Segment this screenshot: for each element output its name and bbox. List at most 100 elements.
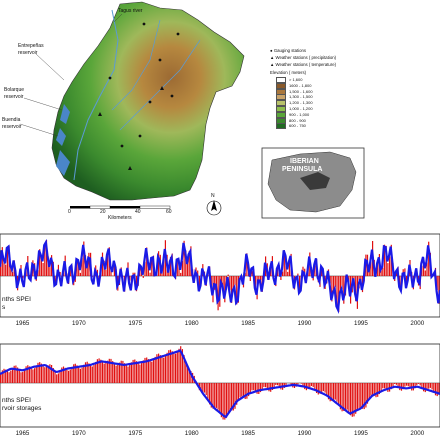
spei-bar <box>251 383 253 391</box>
spei-bar <box>232 276 234 289</box>
spei-bar <box>382 383 384 389</box>
spei-bar <box>249 383 251 393</box>
spei-bar <box>83 364 85 383</box>
spei-bar <box>390 383 392 390</box>
spei-bar <box>300 383 302 384</box>
spei-bar <box>5 264 7 276</box>
spei-bar <box>397 383 399 388</box>
spei-bar <box>278 383 280 388</box>
spei-bar <box>141 363 143 383</box>
swatch-icon <box>276 100 286 107</box>
spei-bar <box>101 252 104 276</box>
spei-bar <box>431 383 433 390</box>
station-markers <box>98 22 180 170</box>
swatch-icon <box>276 88 286 95</box>
spei-bar <box>361 383 364 409</box>
spei-bar <box>180 346 182 383</box>
reservoir <box>56 150 70 176</box>
spei-bar <box>17 367 19 383</box>
spei-bar <box>377 383 379 397</box>
spei-bar <box>168 350 170 383</box>
spei-bar <box>68 370 70 383</box>
spei-bar <box>188 251 190 276</box>
spei-bar <box>253 383 255 391</box>
spei-bar <box>76 260 78 276</box>
spei-bar <box>175 353 177 383</box>
swatch-icon <box>276 94 286 101</box>
swatch-icon <box>276 77 286 83</box>
spei-bar <box>351 383 353 417</box>
spei-bar <box>266 383 268 390</box>
spei-bar <box>185 361 187 383</box>
spei-bar <box>407 383 409 387</box>
spei-bar <box>181 260 183 276</box>
spei-bar <box>23 369 25 383</box>
x-tick-label: 1975 <box>128 430 143 437</box>
spei-bar <box>125 365 127 383</box>
spei-bar <box>251 271 253 276</box>
spei-bar <box>105 362 107 383</box>
label-tagus-river: Tagus river <box>118 8 143 14</box>
spei-bar <box>419 383 421 386</box>
spei-bar <box>83 241 85 276</box>
spei-bar <box>108 358 110 383</box>
elevation-class: 800 - 900 <box>276 117 306 124</box>
spei-bar <box>312 276 314 281</box>
circle-icon: ● <box>270 48 273 53</box>
spei-bar <box>135 361 138 383</box>
inset-map <box>261 147 365 219</box>
spei-bar <box>25 366 27 383</box>
basin-area <box>51 1 245 201</box>
spei-bar <box>135 276 138 292</box>
spei-bar <box>40 255 42 276</box>
spei-bar <box>265 383 267 388</box>
spei-bar <box>79 272 81 276</box>
spei-bar <box>96 359 98 383</box>
triangle-icon: ▲ <box>270 55 275 60</box>
leader-line <box>23 97 63 111</box>
x-tick-label: 1965 <box>15 320 30 327</box>
spei-bar <box>56 374 58 383</box>
x-tick-label: 1990 <box>297 320 312 327</box>
spei-bar <box>173 353 175 383</box>
spei-bar <box>331 383 333 401</box>
spei-bar <box>93 365 95 383</box>
spei-bar <box>200 383 202 392</box>
x-tick-label: 1985 <box>241 430 255 437</box>
spei-bar <box>22 371 24 383</box>
north-arrow-icon <box>206 200 222 216</box>
spei-bar <box>61 367 63 383</box>
spei-bar <box>261 383 263 390</box>
spei-bar <box>176 351 178 383</box>
spei-bar <box>392 383 394 386</box>
spei-bar <box>66 369 68 383</box>
spei-bar <box>40 363 42 383</box>
legend-precip: ▲ Weather stations ( precipitation) <box>270 55 337 60</box>
spei-bar <box>222 383 224 420</box>
scale-bar <box>70 205 171 209</box>
spei-chart-2 <box>0 343 440 428</box>
elevation-class: 1,200 - 1,300 <box>276 100 313 107</box>
spei-bar <box>321 383 323 392</box>
spei-bar <box>13 365 15 383</box>
spei-bar <box>322 383 324 392</box>
spei-bar <box>151 257 153 276</box>
spei-bar <box>341 383 343 412</box>
spei-bar <box>231 383 233 411</box>
spei-bar <box>319 383 321 394</box>
spei-bar <box>382 267 384 276</box>
spei-bar <box>246 253 248 276</box>
spei-bar <box>51 365 53 383</box>
spei-bar <box>271 383 273 390</box>
spei-bar <box>1 247 3 276</box>
spei-bar <box>436 276 438 291</box>
spei-bar <box>241 383 243 397</box>
map-legend: ● Gauging stations ▲ Weather stations ( … <box>270 48 390 140</box>
spei-bar <box>219 383 221 414</box>
spei-bar <box>69 369 71 383</box>
spei-bar <box>434 383 437 396</box>
spei-bar <box>329 383 331 402</box>
spei-bar <box>333 383 335 400</box>
x-tick-label: 1995 <box>354 320 368 327</box>
spei-bar <box>181 349 183 383</box>
